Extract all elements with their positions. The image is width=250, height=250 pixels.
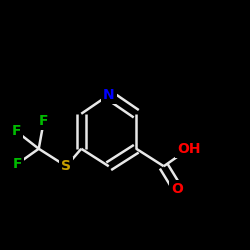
Text: F: F — [13, 157, 22, 171]
Text: OH: OH — [177, 142, 201, 156]
Text: S: S — [61, 159, 71, 173]
Text: O: O — [172, 182, 183, 196]
Text: N: N — [103, 88, 115, 102]
Text: F: F — [12, 124, 21, 138]
Text: F: F — [39, 114, 48, 128]
